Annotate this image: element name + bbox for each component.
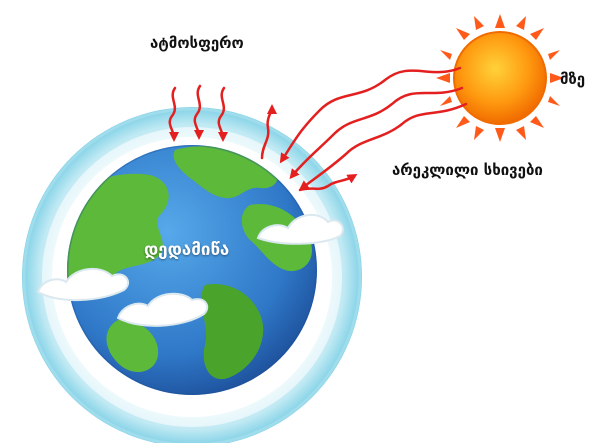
cloud-icon [256,213,344,245]
sun-icon [436,14,564,142]
atmosphere-arrows [168,84,228,142]
incoming-solar-rays [279,66,468,191]
earth-label: დედამიწა [144,240,230,260]
sun-label: მზე [560,70,586,88]
cloud-icon [36,267,130,301]
reflected-rays-label: არეკლილი სხივები [392,161,543,179]
reflected-rays [260,104,358,192]
cloud-icon [116,292,209,327]
atmosphere-label: ატმოსფერო [150,34,244,52]
